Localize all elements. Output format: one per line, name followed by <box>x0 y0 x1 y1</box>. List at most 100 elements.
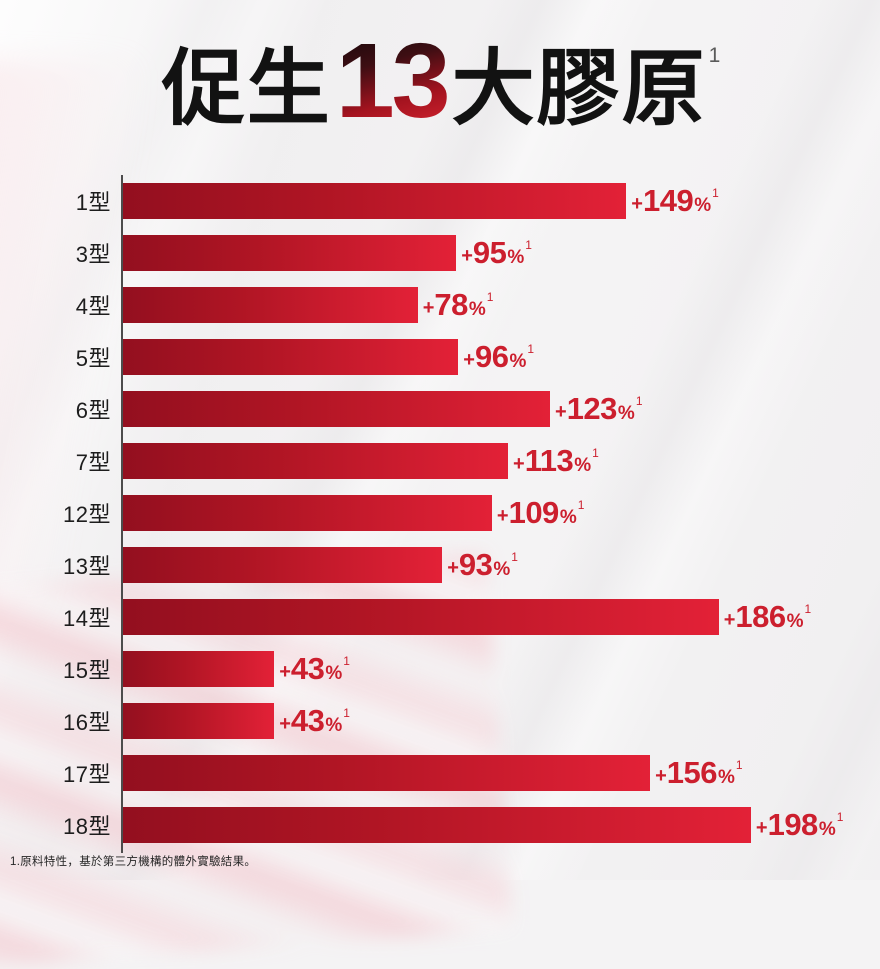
bar-value: + 113 % 1 <box>513 443 599 478</box>
value-superscript: 1 <box>527 342 535 356</box>
value-number: 78 <box>434 287 468 322</box>
value-superscript: 1 <box>635 394 643 408</box>
value-plus: + <box>279 713 291 735</box>
bar <box>123 703 275 739</box>
row-label: 6型 <box>75 398 111 423</box>
chart-row: 18型 + 198 % 1 <box>63 799 843 851</box>
value-superscript: 1 <box>592 446 599 460</box>
row-label: 1型 <box>75 190 111 215</box>
bar <box>123 599 719 635</box>
value-number: 95 <box>472 235 507 270</box>
chart-rows: 1型 + 149 % 1 3型 + 95 % 1 4型 + 78 % 1 5型 <box>63 175 843 851</box>
value-number: 156 <box>666 755 718 790</box>
row-label: 16型 <box>63 710 111 735</box>
chart-row: 1型 + 149 % 1 <box>76 175 823 227</box>
value-plus: + <box>463 349 475 371</box>
value-percent: % <box>559 507 577 528</box>
value-number: 198 <box>767 807 819 842</box>
bar <box>123 183 627 219</box>
value-percent: % <box>694 195 712 216</box>
value-plus: + <box>496 505 509 527</box>
value-number: 43 <box>290 651 325 686</box>
value-superscript: 1 <box>343 706 350 720</box>
chart-row: 15型 + 43 % 1 <box>63 643 823 695</box>
value-superscript: 1 <box>511 550 518 564</box>
row-label: 15型 <box>63 658 111 683</box>
page-title: 促生 13 大膠原 1 <box>0 28 880 143</box>
value-percent: % <box>574 455 592 476</box>
row-label: 18型 <box>63 814 111 839</box>
value-plus: + <box>461 245 473 267</box>
value-percent: % <box>718 767 735 788</box>
value-plus: + <box>555 401 567 423</box>
value-percent: % <box>617 403 635 424</box>
bar-value: + 156 % 1 <box>655 755 743 790</box>
row-label: 13型 <box>63 554 111 579</box>
value-percent: % <box>786 611 804 632</box>
value-percent: % <box>507 247 525 268</box>
bar <box>123 339 459 375</box>
bar-value: + 198 % 1 <box>755 807 844 842</box>
value-plus: + <box>723 609 736 631</box>
value-plus: + <box>279 661 291 683</box>
value-plus: + <box>631 193 643 215</box>
value-superscript: 1 <box>735 758 743 772</box>
chart-row: 13型 + 93 % 1 <box>63 539 823 591</box>
value-plus: + <box>422 297 435 319</box>
bar-value: + 95 % 1 <box>461 235 532 270</box>
title-highlight-number: 13 <box>332 28 452 134</box>
title-superscript: 1 <box>708 44 721 67</box>
value-superscript: 1 <box>343 654 350 668</box>
value-number: 113 <box>524 443 574 478</box>
bar <box>123 235 457 271</box>
value-plus: + <box>447 557 459 579</box>
chart-row: 3型 + 95 % 1 <box>76 227 823 279</box>
value-number: 109 <box>508 495 560 530</box>
chart-row: 12型 + 109 % 1 <box>63 487 823 539</box>
chart-row: 16型 + 43 % 1 <box>63 695 823 747</box>
row-label: 12型 <box>63 502 111 527</box>
value-percent: % <box>493 559 511 580</box>
chart-row: 5型 + 96 % 1 <box>76 331 823 383</box>
title-prefix: 促生 <box>161 42 332 135</box>
value-percent: % <box>818 819 836 840</box>
value-plus: + <box>513 453 525 475</box>
bar <box>123 651 275 687</box>
value-number: 186 <box>735 599 786 634</box>
bar-value: + 43 % 1 <box>279 651 350 686</box>
bar-value: + 43 % 1 <box>279 703 350 738</box>
bar-value: + 123 % 1 <box>555 391 643 426</box>
row-label: 3型 <box>75 242 111 267</box>
bar <box>123 443 508 479</box>
bar <box>123 755 651 791</box>
chart-row: 6型 + 123 % 1 <box>76 383 823 435</box>
value-percent: % <box>509 351 527 372</box>
pink-left-streak <box>0 60 140 620</box>
value-percent: % <box>325 715 343 736</box>
bar-value: + 93 % 1 <box>447 549 518 581</box>
value-number: 43 <box>290 703 325 738</box>
value-superscript: 1 <box>804 602 812 616</box>
footnote: 1.原料特性，基於第三方機構的體外實驗結果。 <box>10 856 257 868</box>
value-superscript: 1 <box>486 290 494 304</box>
value-plus: + <box>755 817 768 839</box>
value-number: 123 <box>566 391 618 426</box>
bar <box>123 391 550 427</box>
value-number: 149 <box>642 183 694 218</box>
bar <box>123 547 443 583</box>
row-label: 5型 <box>75 346 111 371</box>
bar <box>123 495 492 531</box>
bar <box>123 287 418 323</box>
bar-value: + 186 % 1 <box>723 599 812 634</box>
row-label: 4型 <box>75 294 111 319</box>
bar-value: + 96 % 1 <box>463 339 535 374</box>
value-percent: % <box>468 299 486 320</box>
value-superscript: 1 <box>712 186 719 200</box>
value-superscript: 1 <box>577 498 585 512</box>
value-number: 96 <box>474 339 509 374</box>
bar-value: + 109 % 1 <box>496 495 585 530</box>
bar <box>123 807 751 843</box>
title-suffix: 大膠原 <box>451 42 707 135</box>
bar-value: + 149 % 1 <box>631 183 719 218</box>
chart-row: 7型 + 113 % 1 <box>76 435 823 487</box>
